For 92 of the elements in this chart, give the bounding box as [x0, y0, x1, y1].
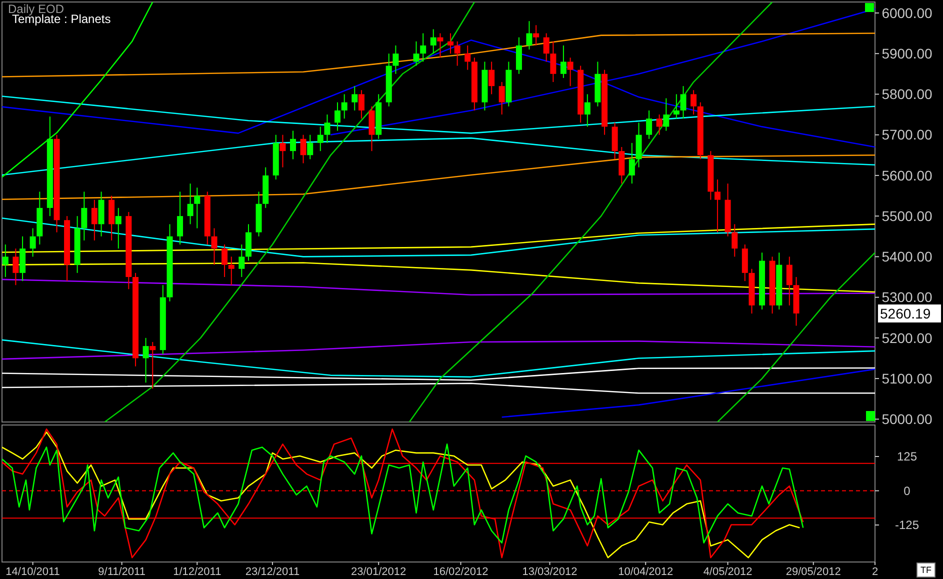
candlestick [352, 86, 358, 111]
candlestick [488, 61, 495, 95]
candlestick [30, 228, 36, 258]
text: 5260.19 [880, 305, 931, 322]
x-tick-label: 29/05/2012 [786, 566, 841, 578]
line-series [408, 2, 773, 422]
candlestick [656, 114, 662, 136]
candlestick [307, 134, 314, 160]
line-series [2, 154, 875, 200]
candlestick [300, 134, 306, 164]
candlestick [238, 244, 245, 278]
candlestick [420, 32, 426, 62]
line-series [2, 137, 875, 176]
candlestick [2, 244, 8, 278]
candlestick [290, 130, 296, 160]
candlestick [413, 40, 420, 66]
candlestick [177, 191, 184, 245]
line-series [2, 32, 875, 78]
candlestick [341, 94, 348, 120]
candlestick [533, 24, 540, 46]
candlestick [663, 98, 670, 132]
candlestick [628, 142, 635, 184]
candlestick [732, 224, 738, 258]
y-tick-label: 5400.00 [882, 248, 933, 265]
x-tick-label: 1/12/2011 [173, 566, 222, 578]
candlestick [447, 32, 454, 54]
candlestick [646, 110, 652, 140]
text: TF [920, 565, 932, 575]
y-tick-label: 5000.00 [882, 411, 933, 428]
candlestick [430, 28, 436, 54]
x-tick-label: 10/04/2012 [618, 566, 674, 578]
y-tick-label: 0 [904, 484, 911, 498]
candlestick [187, 183, 194, 225]
x-tick-label: 14/10/2011 [6, 566, 60, 578]
line-series [2, 96, 875, 134]
line-series [2, 367, 875, 381]
candlestick [498, 82, 505, 116]
line-series [2, 278, 875, 296]
candlestick [680, 86, 686, 120]
candlestick [567, 57, 574, 87]
line-series [2, 217, 875, 258]
candlestick [392, 44, 399, 74]
x-tick-label: 9/11/2011 [98, 566, 146, 578]
candlestick [194, 187, 200, 229]
x-tick-label: 16/02/2012 [433, 566, 488, 578]
candlestick [786, 256, 792, 306]
candlestick [560, 44, 566, 78]
y-tick-label: 5600.00 [882, 167, 933, 184]
line-series [2, 339, 875, 378]
line-series [2, 340, 875, 360]
x-tick-label: 13/03/2012 [522, 566, 578, 578]
candlestick [222, 244, 228, 278]
line-series [716, 252, 875, 422]
y-tick-label: 125 [896, 450, 918, 464]
y-tick-label: 5300.00 [882, 289, 933, 306]
y-tick-label: 5100.00 [882, 370, 933, 386]
line-series [2, 224, 875, 253]
candlestick [12, 248, 19, 286]
candlestick [150, 341, 156, 390]
candlestick [142, 337, 149, 384]
candlestick [211, 228, 218, 266]
y-tick-label: 6000.00 [882, 4, 933, 21]
x-tick-label: 4/05/2012 [703, 566, 752, 578]
candlestick [358, 90, 364, 120]
candlestick [543, 32, 550, 62]
candlestick [280, 134, 286, 168]
line-series [2, 444, 804, 544]
candlestick [454, 40, 460, 66]
candlestick [584, 94, 590, 128]
candlestick [526, 20, 532, 50]
y-tick-label: 5700.00 [882, 126, 933, 143]
candlestick [714, 179, 721, 233]
candlestick [115, 207, 122, 250]
y-tick-label: 5200.00 [882, 330, 933, 346]
y-tick-label: 5800.00 [882, 86, 933, 102]
candlestick [317, 126, 324, 152]
candlestick [324, 114, 330, 144]
candlestick [91, 199, 98, 241]
y-tick-label: -125 [894, 518, 920, 532]
candlestick [437, 32, 444, 58]
x-tick-label: 2 [872, 566, 878, 578]
candlestick [550, 40, 556, 83]
x-tick-label: 23/01/2012 [351, 566, 406, 578]
y-tick-label: 5900.00 [882, 45, 933, 62]
candlestick [334, 102, 341, 132]
y-tick-label: 5500.00 [882, 208, 933, 224]
candlestick [81, 191, 88, 241]
candlestick [228, 256, 234, 286]
candlestick [690, 90, 697, 116]
candlestick [673, 94, 680, 120]
x-tick-label: 23/12/2011 [245, 566, 300, 578]
candlestick [464, 44, 471, 70]
